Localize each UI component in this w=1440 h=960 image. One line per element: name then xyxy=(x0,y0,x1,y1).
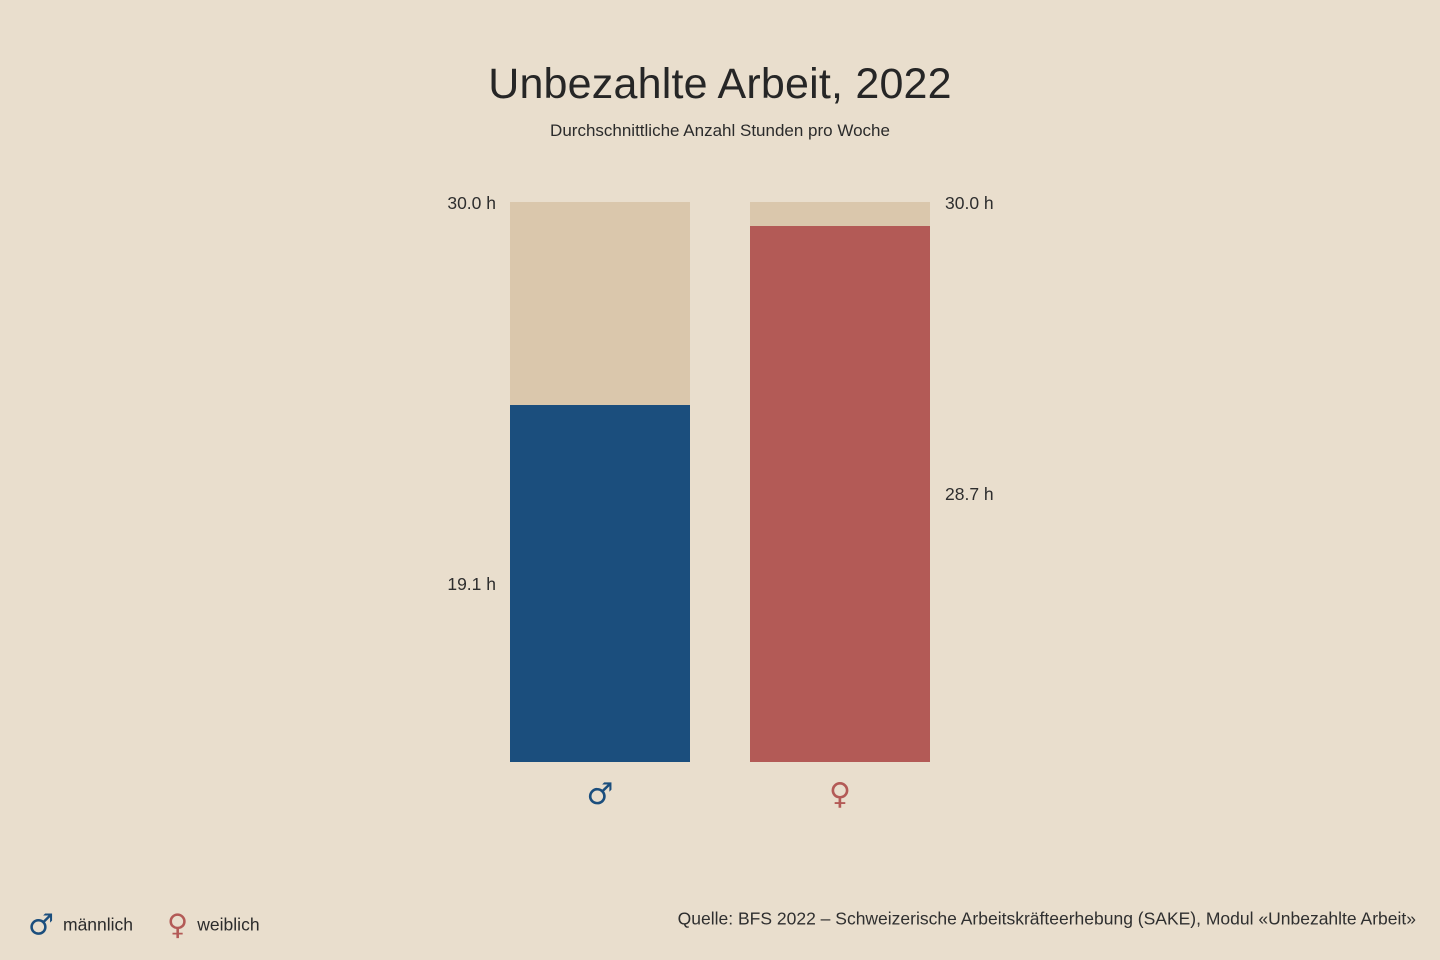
bar-track-male xyxy=(510,202,690,762)
female-axis-symbol-icon: ♀ xyxy=(829,777,851,812)
male-symbol-icon: ♂ xyxy=(28,907,54,942)
value-label-male: 19.1 h xyxy=(447,573,496,594)
female-symbol-icon: ♀ xyxy=(167,907,189,942)
max-label-female: 30.0 h xyxy=(945,193,994,213)
chart-title: Unbezahlte Arbeit, 2022 xyxy=(488,60,952,108)
value-label-female: 28.7 h xyxy=(945,484,994,505)
legend-item-female: ♀ weiblich xyxy=(167,907,260,942)
legend-label-male: männlich xyxy=(63,914,134,935)
bar-female xyxy=(750,226,930,762)
male-axis-symbol-icon: ♂ xyxy=(586,777,614,812)
legend: ♂ männlich ♀ weiblich xyxy=(28,907,260,942)
legend-label-female: weiblich xyxy=(197,914,260,935)
bar-track-female xyxy=(750,202,930,762)
max-label-male: 30.0 h xyxy=(447,193,496,213)
chart-subtitle: Durchschnittliche Anzahl Stunden pro Woc… xyxy=(550,121,890,140)
source-note: Quelle: BFS 2022 – Schweizerische Arbeit… xyxy=(677,908,1416,929)
legend-item-male: ♂ männlich xyxy=(28,907,134,942)
bar-male xyxy=(510,405,690,762)
